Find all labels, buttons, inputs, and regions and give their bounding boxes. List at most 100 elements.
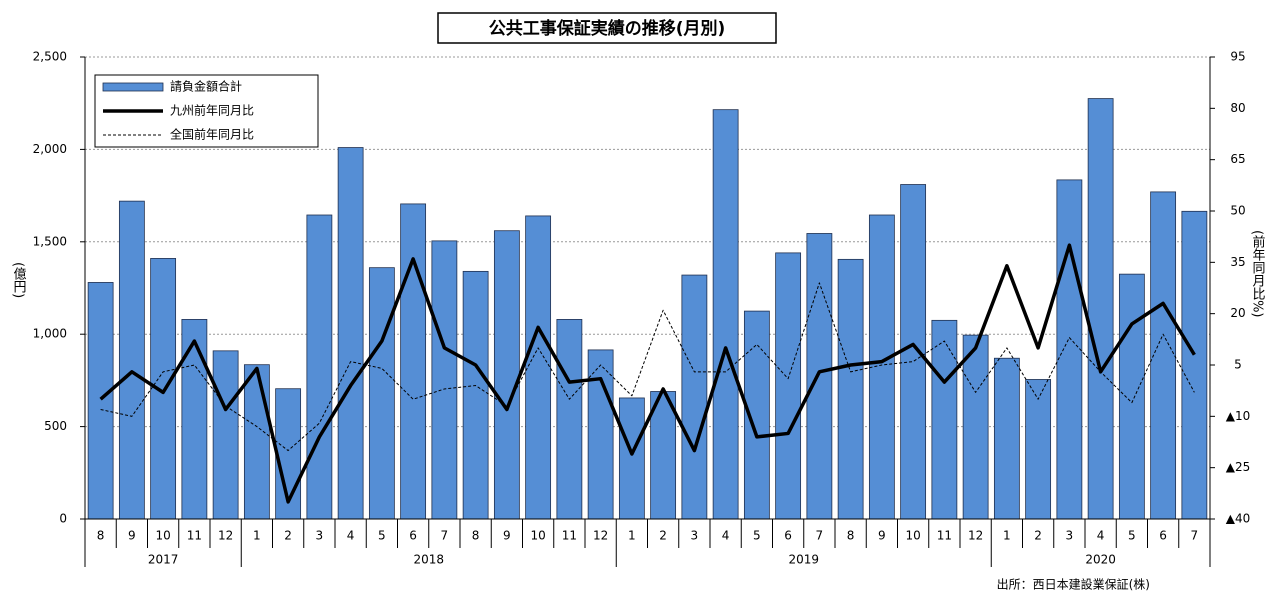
year-label: 2018 xyxy=(413,553,444,567)
y2-tick-label: ▲40 xyxy=(1226,512,1251,526)
x-tick-label: 9 xyxy=(878,529,886,543)
y2-tick-label: 50 xyxy=(1230,204,1245,218)
bar xyxy=(806,233,833,520)
x-tick-label: 11 xyxy=(562,529,577,543)
bar xyxy=(431,240,458,520)
x-tick-label: 11 xyxy=(937,529,952,543)
bar xyxy=(212,350,239,520)
bar xyxy=(900,184,927,520)
x-tick-label: 3 xyxy=(691,529,699,543)
bar xyxy=(243,364,270,520)
y2-tick-label: ▲10 xyxy=(1226,409,1251,423)
y2-tick-label: ▲25 xyxy=(1226,460,1251,474)
y2-tick-label: 20 xyxy=(1230,306,1245,320)
y2-tick-label: 80 xyxy=(1230,101,1245,115)
y-axis-label: (億円) xyxy=(11,262,27,298)
x-tick-label: 3 xyxy=(316,529,324,543)
legend-swatch xyxy=(102,82,164,92)
x-tick-label: 8 xyxy=(472,529,480,543)
x-tick-label: 9 xyxy=(128,529,136,543)
bar xyxy=(1025,379,1052,520)
x-tick-label: 4 xyxy=(1097,529,1105,543)
bar xyxy=(368,267,395,520)
year-label: 2017 xyxy=(148,553,179,567)
x-tick-label: 9 xyxy=(503,529,511,543)
bar xyxy=(712,109,739,520)
x-tick-label: 1 xyxy=(628,529,636,543)
bar xyxy=(556,319,583,520)
y-tick-label: 2,000 xyxy=(33,142,67,156)
bar xyxy=(1181,210,1208,520)
x-tick-label: 10 xyxy=(905,529,920,543)
x-tick-label: 6 xyxy=(784,529,792,543)
bar xyxy=(931,319,958,520)
x-tick-label: 1 xyxy=(1003,529,1011,543)
bar xyxy=(181,319,208,520)
bar xyxy=(618,397,645,520)
y-tick-label: 2,500 xyxy=(33,50,67,64)
bar xyxy=(525,215,552,520)
x-tick-label: 12 xyxy=(968,529,983,543)
bar xyxy=(1087,98,1114,520)
x-tick-label: 4 xyxy=(722,529,730,543)
x-tick-label: 10 xyxy=(155,529,170,543)
line-series xyxy=(100,282,1195,452)
x-tick-label: 8 xyxy=(847,529,855,543)
x-tick-label: 12 xyxy=(593,529,608,543)
y-tick-label: 500 xyxy=(44,419,67,433)
bar xyxy=(837,258,864,520)
x-tick-label: 5 xyxy=(1128,529,1136,543)
year-label: 2019 xyxy=(788,553,819,567)
x-tick-label: 11 xyxy=(187,529,202,543)
x-tick-label: 4 xyxy=(347,529,355,543)
legend-label: 全国前年同月比 xyxy=(170,127,254,142)
x-tick-label: 7 xyxy=(816,529,824,543)
y-tick-label: 1,000 xyxy=(33,327,67,341)
chart-title: 公共工事保証実績の推移(月別) xyxy=(489,18,726,39)
bar xyxy=(306,214,333,520)
x-tick-label: 1 xyxy=(253,529,261,543)
bar xyxy=(87,282,114,520)
y2-tick-label: 65 xyxy=(1230,152,1245,166)
y-tick-label: 0 xyxy=(59,512,67,526)
legend-label: 請負金額合計 xyxy=(170,79,242,94)
y2-tick-label: 35 xyxy=(1230,255,1245,269)
bar xyxy=(1150,191,1177,520)
bar xyxy=(650,391,677,520)
legend-label: 九州前年同月比 xyxy=(170,103,254,118)
x-tick-label: 10 xyxy=(530,529,545,543)
source-note: 出所：西日本建設業保証(株) xyxy=(997,577,1150,592)
x-tick-label: 2 xyxy=(659,529,667,543)
y-tick-label: 1,500 xyxy=(33,234,67,248)
title-box xyxy=(437,12,777,44)
bar xyxy=(587,349,614,520)
bar xyxy=(337,147,364,520)
bar xyxy=(681,274,708,520)
x-tick-label: 12 xyxy=(218,529,233,543)
x-tick-label: 8 xyxy=(97,529,105,543)
bar xyxy=(775,252,802,520)
bar xyxy=(462,270,489,520)
x-tick-label: 6 xyxy=(409,529,417,543)
x-tick-label: 3 xyxy=(1066,529,1074,543)
bar xyxy=(400,203,427,520)
bar xyxy=(962,334,989,520)
x-tick-label: 6 xyxy=(1159,529,1167,543)
x-tick-label: 2 xyxy=(284,529,292,543)
line-series xyxy=(99,243,1196,504)
year-label: 2020 xyxy=(1085,553,1116,567)
bar xyxy=(1118,273,1145,520)
bar xyxy=(118,200,145,520)
y2-tick-label: 5 xyxy=(1234,358,1242,372)
y2-tick-label: 95 xyxy=(1230,50,1245,64)
bar xyxy=(1056,179,1083,520)
x-tick-label: 7 xyxy=(1191,529,1199,543)
x-tick-label: 5 xyxy=(378,529,386,543)
x-tick-label: 2 xyxy=(1034,529,1042,543)
y2-axis-label: (前年同月比%) xyxy=(1250,230,1266,318)
bar xyxy=(493,230,520,520)
bar xyxy=(868,214,895,520)
x-tick-label: 5 xyxy=(753,529,761,543)
x-tick-label: 7 xyxy=(441,529,449,543)
